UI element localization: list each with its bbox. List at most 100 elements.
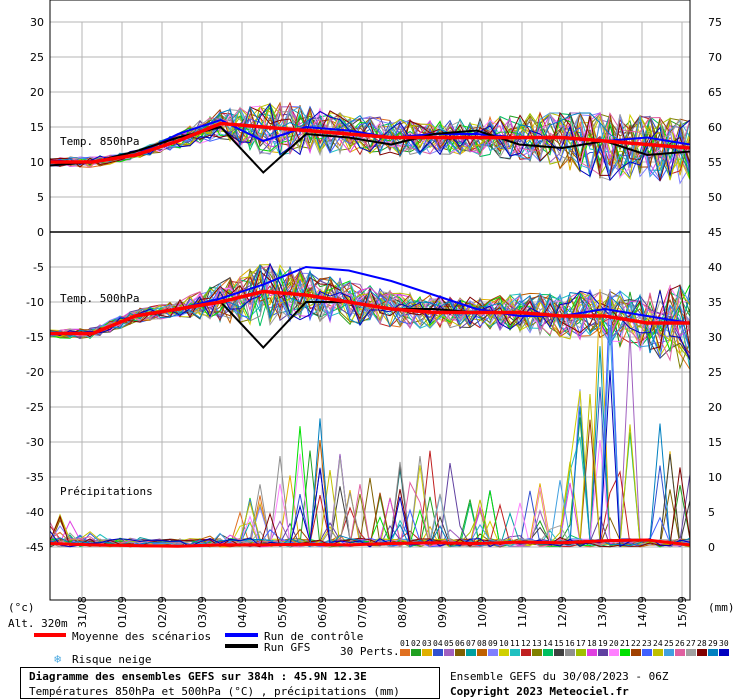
pert-swatch (576, 649, 586, 656)
y-tick-right-t850: 50 (708, 191, 722, 204)
x-tick-label: 01/09 (116, 596, 129, 628)
chart-axes: 051015202530505560657075-5-10-15-20-25-3… (26, 0, 722, 601)
pert-number: 22 (631, 639, 641, 648)
pert-swatch (719, 649, 729, 656)
pert-swatch (488, 649, 498, 656)
pert-number: 19 (598, 639, 608, 648)
pert-swatch (411, 649, 421, 656)
x-tick-label: 03/09 (196, 596, 209, 628)
snow-icon: ❄ (54, 652, 61, 666)
pert-number: 17 (576, 639, 586, 648)
pert-swatch (499, 649, 509, 656)
perts-count-label: 30 Perts. (340, 645, 400, 658)
x-tick-label: 13/09 (596, 596, 609, 628)
mean-line-precip (49, 538, 691, 548)
legend-snow-label: Risque neige (72, 653, 151, 666)
x-tick-label: 07/09 (356, 596, 369, 628)
y-tick-left-t500: -45 (26, 541, 44, 554)
pert-number: 06 (455, 639, 465, 648)
pert-number: 26 (675, 639, 685, 648)
pert-number: 03 (422, 639, 432, 648)
y-tick-right-lower: 10 (708, 471, 722, 484)
pert-number: 04 (433, 639, 443, 648)
x-tick-labels: 31/08 01/09 02/09 03/09 04/09 05/09 06/09 07/09… (76, 596, 689, 628)
y-tick-left-t850: 5 (37, 191, 44, 204)
y-tick-right-lower: 0 (708, 541, 715, 554)
perturbation-legend: 01 02 03 04 05 06 07 08 09 10 11 12 13 14 15 16 17 18 19 20… (400, 639, 729, 656)
pert-swatch (433, 649, 443, 656)
pert-swatch (466, 649, 476, 656)
legend-gfs-label: Run GFS (264, 641, 310, 654)
pert-swatch (554, 649, 564, 656)
pert-swatch (675, 649, 685, 656)
x-tick-label: 15/09 (676, 596, 689, 628)
pert-number: 11 (510, 639, 520, 648)
y-tick-right-lower: 40 (708, 261, 722, 274)
pert-line-t850 (49, 105, 691, 179)
title-box: Diagramme des ensembles GEFS sur 384h : … (20, 667, 440, 699)
pert-swatch (477, 649, 487, 656)
y-tick-right-t850: 60 (708, 121, 722, 134)
y-tick-right-lower: 30 (708, 331, 722, 344)
pert-number: 21 (620, 639, 630, 648)
y-tick-right-lower: 35 (708, 296, 722, 309)
pert-swatch (510, 649, 520, 656)
pert-number: 15 (554, 639, 564, 648)
pert-swatch (587, 649, 597, 656)
pert-swatch (444, 649, 454, 656)
y-tick-left-t850: 15 (30, 121, 44, 134)
plot-frame (49, 0, 691, 601)
pert-swatch (521, 649, 531, 656)
pert-number: 05 (444, 639, 454, 648)
chart-title: Diagramme des ensembles GEFS sur 384h : … (29, 670, 367, 683)
pert-swatch (609, 649, 619, 656)
pert-number: 14 (543, 639, 553, 648)
y-tick-left-t850: 25 (30, 51, 44, 64)
pert-swatch (565, 649, 575, 656)
y-tick-left-t500: -15 (26, 331, 44, 344)
x-tick-label: 09/09 (436, 596, 449, 628)
pert-number: 02 (411, 639, 421, 648)
pert-number: 25 (664, 639, 674, 648)
y-tick-left-t500: -20 (26, 366, 44, 379)
pert-number: 23 (642, 639, 652, 648)
x-tick-label: 08/09 (396, 596, 409, 628)
panel-label-precip: Précipitations (60, 485, 153, 498)
pert-line-t500 (49, 266, 691, 341)
pert-number: 30 (719, 639, 729, 648)
mean-line-t500 (50, 289, 690, 336)
x-tick-label: 02/09 (156, 596, 169, 628)
copyright: Copyright 2023 Meteociel.fr (450, 685, 629, 698)
y-tick-right-t850: 55 (708, 156, 722, 169)
pert-line-t850 (49, 105, 691, 179)
pert-number: 29 (708, 639, 718, 648)
pert-line-t500 (49, 264, 691, 342)
unit-left-label: (°c) (8, 601, 35, 614)
pert-line-precip (49, 467, 691, 548)
pert-line-t850 (49, 103, 691, 181)
chart-subtitle: Températures 850hPa et 500hPa (°C) , pré… (29, 685, 400, 698)
pert-number: 12 (521, 639, 531, 648)
panel-labels: Temp. 850hPa Temp. 500hPa Précipitations (60, 135, 153, 498)
pert-number: 24 (653, 639, 663, 648)
y-tick-right-lower: 25 (708, 366, 722, 379)
pert-swatch (400, 649, 410, 656)
legend: (°c) (mm) Alt. 320m Moyenne des scénario… (8, 601, 735, 666)
pert-number: 13 (532, 639, 542, 648)
pert-line-precip (49, 370, 691, 548)
pert-swatch (664, 649, 674, 656)
panel-label-t500: Temp. 500hPa (60, 292, 139, 305)
pert-number: 20 (609, 639, 619, 648)
y-tick-left-t500: -35 (26, 471, 44, 484)
x-tick-label: 10/09 (476, 596, 489, 628)
y-tick-right-t850: 75 (708, 16, 722, 29)
pert-line-precip (49, 296, 691, 548)
legend-control-label: Run de contrôle (264, 630, 363, 643)
x-tick-label: 11/09 (516, 596, 529, 628)
y-tick-left-t850: 10 (30, 156, 44, 169)
pert-number: 10 (499, 639, 509, 648)
y-tick-right-lower: 20 (708, 401, 722, 414)
pert-number: 09 (488, 639, 498, 648)
pert-swatch (422, 649, 432, 656)
x-tick-label: 12/09 (556, 596, 569, 628)
